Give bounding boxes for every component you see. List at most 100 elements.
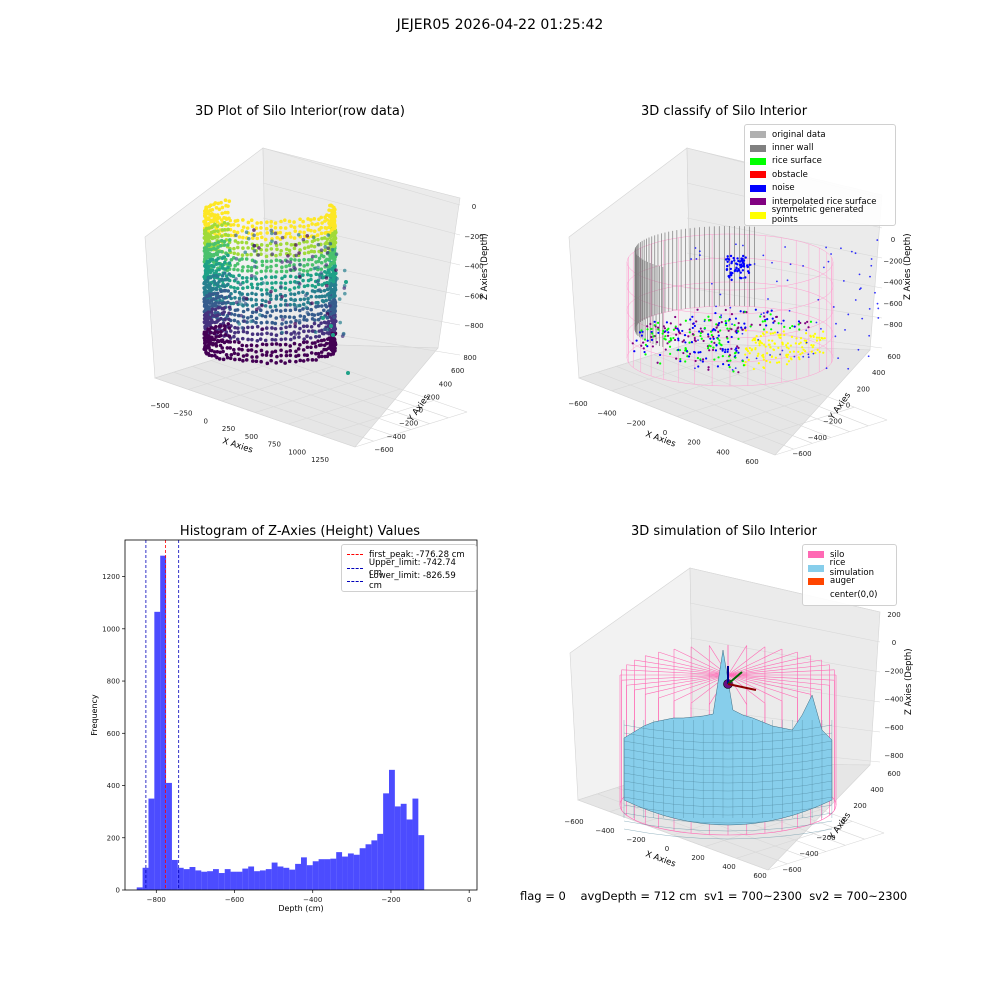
raw-point xyxy=(216,235,220,239)
raw-point xyxy=(310,341,315,345)
classified-point xyxy=(783,325,786,328)
raw-point xyxy=(245,285,250,290)
classified-point xyxy=(714,311,717,315)
classified-point xyxy=(688,328,691,331)
raw-point xyxy=(214,206,219,210)
raw-point xyxy=(260,298,265,303)
raw-point xyxy=(210,257,215,262)
histogram-bar xyxy=(371,840,378,890)
raw-point xyxy=(249,218,254,223)
raw-point xyxy=(323,259,328,263)
raw-point xyxy=(246,348,250,353)
panel4-legend: silo rice simulation auger center(0,0) xyxy=(802,544,897,606)
panel2-y-tick: −200 xyxy=(823,418,842,426)
raw-point xyxy=(288,302,292,307)
raw-point xyxy=(292,292,297,297)
raw-point xyxy=(279,337,284,342)
raw-point xyxy=(293,332,298,336)
classified-point xyxy=(646,339,649,342)
noise-point xyxy=(753,263,756,265)
classified-point xyxy=(707,315,710,318)
classified-point xyxy=(726,350,729,353)
raw-point xyxy=(226,227,230,232)
histogram-bar xyxy=(412,798,419,890)
raw-point xyxy=(240,343,245,348)
raw-point xyxy=(295,304,300,308)
raw-point xyxy=(310,263,315,267)
raw-point xyxy=(269,228,274,233)
raw-point xyxy=(227,311,231,316)
noise-point xyxy=(737,259,740,263)
classified-point xyxy=(657,331,660,335)
histogram-bar xyxy=(248,866,255,890)
raw-point xyxy=(245,252,249,257)
raw-point xyxy=(306,296,310,301)
panel1-z-tick: −400 xyxy=(464,263,483,271)
classified-point xyxy=(635,339,638,342)
classified-point xyxy=(717,334,720,337)
raw-point xyxy=(237,340,241,345)
raw-point xyxy=(270,342,274,346)
noise-point xyxy=(867,355,870,358)
classified-point xyxy=(756,354,759,357)
raw-point xyxy=(302,329,306,334)
raw-point xyxy=(236,313,241,318)
panel4-y-tick: −400 xyxy=(799,850,818,858)
panel3-legend-item: Lower_limit: -826.59 cm xyxy=(347,571,471,591)
classified-point xyxy=(670,338,673,342)
raw-point xyxy=(216,256,220,261)
noise-point xyxy=(842,280,845,282)
panel4-x-tick: −400 xyxy=(595,827,614,835)
raw-point xyxy=(334,252,339,256)
raw-point xyxy=(257,306,261,310)
panel2-z-tick: −200 xyxy=(883,257,902,265)
raw-point xyxy=(288,280,293,285)
classified-point xyxy=(773,342,776,345)
raw-point xyxy=(317,294,322,299)
raw-point xyxy=(301,290,305,294)
panel3-legend-line xyxy=(347,554,363,556)
raw-point xyxy=(210,341,215,346)
raw-point xyxy=(236,352,240,357)
raw-point xyxy=(265,288,269,292)
raw-point xyxy=(287,219,292,224)
raw-point xyxy=(256,253,261,257)
panel1-x-tick: −500 xyxy=(150,402,169,410)
raw-point xyxy=(305,234,310,238)
raw-point xyxy=(306,257,311,262)
panel2-legend-item: original data xyxy=(750,128,890,141)
raw-point xyxy=(227,305,232,310)
raw-point xyxy=(297,251,301,255)
raw-point xyxy=(252,249,257,253)
raw-point xyxy=(250,310,255,315)
panel2-y-tick: −400 xyxy=(808,434,827,442)
raw-point xyxy=(265,320,269,325)
raw-point xyxy=(258,313,262,317)
noise-point xyxy=(854,299,857,301)
panel2-legend-swatch xyxy=(750,184,766,192)
raw-point xyxy=(286,254,290,258)
classified-point xyxy=(744,353,747,356)
classified-point xyxy=(661,332,664,335)
raw-point xyxy=(240,228,245,233)
raw-point xyxy=(292,220,296,224)
figure-title: JEJER05 2026-04-22 01:25:42 xyxy=(396,17,604,33)
raw-point xyxy=(222,255,227,259)
noise-point xyxy=(742,259,746,262)
status-avg-depth: avgDepth = 712 cm xyxy=(580,889,697,903)
raw-point xyxy=(216,249,221,254)
raw-point xyxy=(316,242,321,247)
noise-point xyxy=(815,321,818,324)
raw-point xyxy=(293,321,297,326)
panel3-legend-label: Lower_limit: -826.59 cm xyxy=(368,571,456,592)
panel2-legend-label: inner wall xyxy=(772,143,814,154)
classified-point xyxy=(693,336,696,340)
noise-point xyxy=(784,246,787,248)
raw-point xyxy=(315,233,320,237)
raw-point xyxy=(228,356,233,361)
raw-point xyxy=(301,278,305,283)
raw-point xyxy=(301,324,306,329)
raw-point xyxy=(306,227,311,232)
panel3-y-tick: 400 xyxy=(107,782,120,790)
classified-point xyxy=(804,350,807,353)
